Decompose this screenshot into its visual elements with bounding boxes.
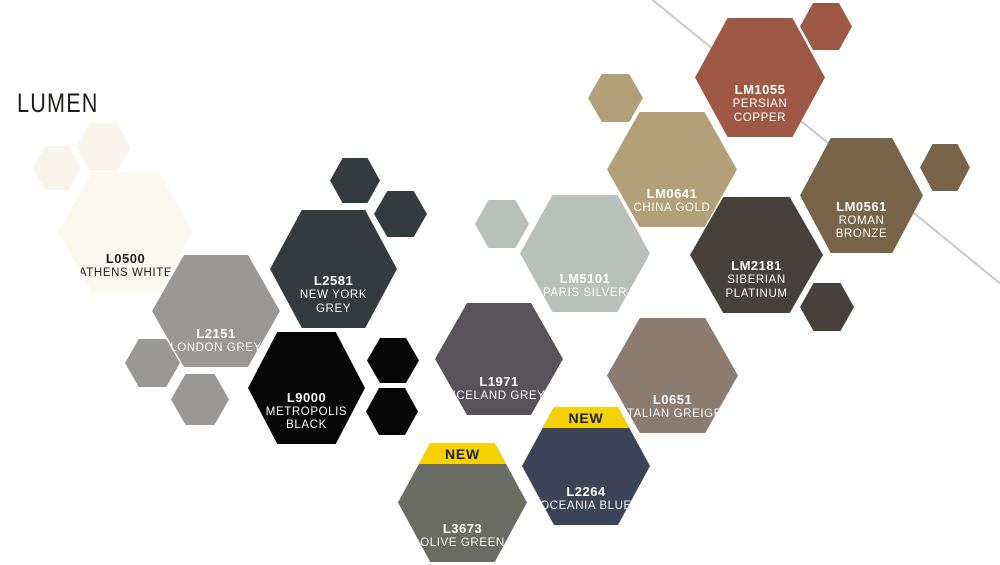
- decor-hexagon-new-york-grey-2: [374, 191, 427, 237]
- swatch-italian-greige: L0651 ITALIAN GREIGE: [607, 318, 738, 433]
- swatch-label: LM5101 PARIS SILVER: [520, 271, 650, 301]
- swatch-persian-copper: LM1055 PERSIAN COPPER: [695, 18, 825, 137]
- swatch-name: ATHENS WHITE: [78, 266, 173, 279]
- new-badge: NEW: [522, 407, 650, 428]
- decor-hexagon-china-gold: [588, 74, 643, 122]
- swatch-code: LM5101: [559, 270, 611, 286]
- swatch-code: L1971: [479, 374, 519, 390]
- swatch-code: L9000: [286, 389, 327, 405]
- swatch-code: L2151: [196, 326, 236, 342]
- page-title: LUMEN: [17, 88, 99, 118]
- swatch-name: ICELAND GREY: [452, 390, 546, 403]
- swatch-roman-bronze: LM0561 ROMAN BRONZE: [800, 138, 923, 253]
- swatch-paris-silver: LM5101 PARIS SILVER: [520, 195, 650, 312]
- swatch-label: L0500 ATHENS WHITE: [58, 251, 193, 281]
- swatch-name: OCEANIA BLUE: [540, 499, 632, 512]
- swatch-label: LM0641 CHINA GOLD: [607, 186, 737, 216]
- swatch-name: METROPOLIS BLACK: [265, 405, 348, 432]
- swatch-code: L3673: [442, 520, 483, 536]
- swatch-code: L2264: [566, 483, 606, 499]
- swatch-name: PERSIAN COPPER: [732, 98, 788, 124]
- swatch-label: L2264 OCEANIA BLUE: [522, 484, 650, 514]
- swatch-label: L1971 ICELAND GREY: [435, 374, 563, 404]
- decor-hexagon-siberian-platinum: [800, 283, 854, 331]
- swatch-name: CHINA GOLD: [633, 202, 711, 214]
- decor-hexagon-athens-white-2: [76, 123, 131, 171]
- swatch-code: L0500: [105, 250, 146, 266]
- decor-hexagon-new-york-grey-1: [330, 158, 380, 203]
- swatch-label: L3673 OLIVE GREEN: [398, 521, 527, 551]
- swatch-label: L0651 ITALIAN GREIGE: [607, 392, 738, 422]
- decor-hexagon-roman-bronze: [920, 144, 970, 191]
- swatch-name: NEW YORK GREY: [299, 289, 368, 315]
- swatch-name: OLIVE GREEN: [420, 536, 505, 549]
- swatch-olive-green: NEW L3673 OLIVE GREEN: [398, 443, 527, 562]
- swatch-oceania-blue: NEW L2264 OCEANIA BLUE: [522, 407, 650, 525]
- swatch-code: LM0641: [646, 186, 698, 201]
- swatch-name: ITALIAN GREIGE: [623, 408, 722, 420]
- swatch-code: L0651: [652, 392, 693, 407]
- decor-hexagon-london-grey-2: [171, 374, 229, 425]
- decor-hexagon-london-grey-1: [125, 339, 180, 387]
- decor-hexagon-metropolis-black-1: [367, 338, 419, 383]
- new-badge: NEW: [398, 443, 527, 464]
- swatch-label: LM2181 SIBERIAN PLATINUM: [690, 258, 823, 301]
- swatch-name: ROMAN BRONZE: [835, 214, 888, 241]
- decor-hexagon-persian-copper: [800, 3, 852, 50]
- swatch-name: SIBERIAN PLATINUM: [725, 274, 788, 300]
- swatch-name: PARIS SILVER: [542, 286, 628, 299]
- swatch-code: LM0561: [836, 198, 887, 214]
- swatch-label: L2581 NEW YORK GREY: [270, 273, 397, 316]
- swatch-metropolis-black: L9000 METROPOLIS BLACK: [248, 332, 365, 444]
- swatch-athens-white: L0500 ATHENS WHITE: [58, 172, 193, 292]
- decor-hexagon-paris-silver: [475, 200, 529, 248]
- swatch-siberian-platinum: LM2181 SIBERIAN PLATINUM: [690, 197, 823, 313]
- swatch-label: L2151 LONDON GREY: [152, 326, 280, 356]
- swatch-label: LM0561 ROMAN BRONZE: [800, 199, 923, 242]
- swatch-label: LM1055 PERSIAN COPPER: [695, 82, 825, 125]
- swatch-code: L2581: [313, 273, 354, 289]
- swatch-code: LM2181: [731, 258, 782, 274]
- swatch-iceland-grey: L1971 ICELAND GREY: [435, 303, 563, 415]
- decor-hexagon-athens-white-1: [33, 146, 81, 190]
- swatch-label: L9000 METROPOLIS BLACK: [248, 390, 365, 433]
- swatch-china-gold: LM0641 CHINA GOLD: [607, 112, 737, 227]
- swatch-code: LM1055: [734, 82, 786, 98]
- swatch-name: LONDON GREY: [170, 342, 262, 355]
- swatch-new-york-grey: L2581 NEW YORK GREY: [270, 210, 397, 328]
- decor-hexagon-metropolis-black-2: [366, 388, 418, 435]
